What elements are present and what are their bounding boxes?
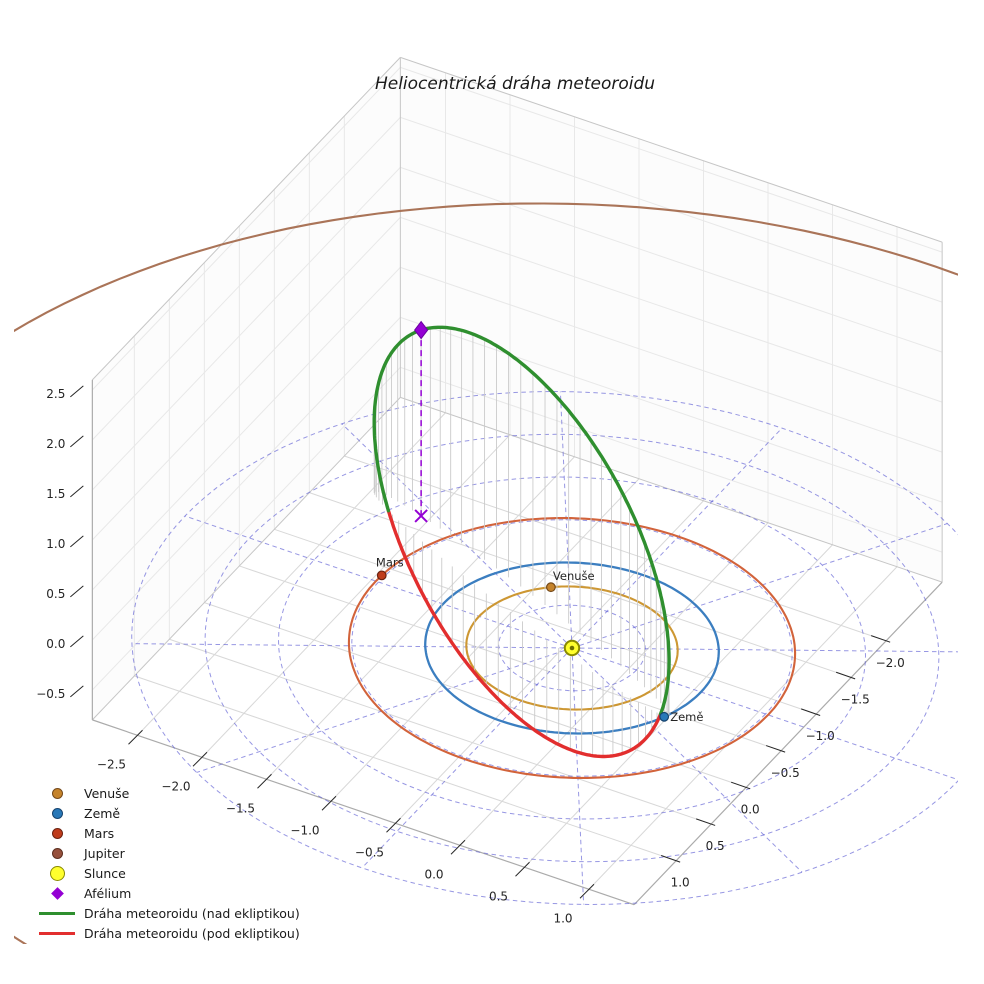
legend-marker-line xyxy=(38,911,76,915)
legend-item-5: Afélium xyxy=(38,883,300,903)
planet-dot-země xyxy=(659,711,670,722)
x-tick-label: 0.5 xyxy=(489,889,508,903)
legend-label: Slunce xyxy=(84,865,126,881)
pane-floor xyxy=(92,397,943,905)
legend-item-3: Jupiter xyxy=(38,843,300,863)
legend-item-1: Země xyxy=(38,803,300,823)
legend-item-6: Dráha meteoroidu (nad ekliptikou) xyxy=(38,903,300,923)
orbit-mars xyxy=(347,517,797,779)
z-tick-label: −0.5 xyxy=(36,687,65,701)
sun-marker xyxy=(563,639,581,657)
axis-tick-labels: −2.5 −2.0 −1.5 −1.0 −0.5 0.0 0.5 1.0 −2.0 −1.5 −1.… xyxy=(36,387,905,925)
x-tick-label: −1.0 xyxy=(290,823,319,837)
legend-marker-bigdot xyxy=(38,865,76,881)
orbit-země xyxy=(424,561,720,735)
x-tick-label: −2.5 xyxy=(97,757,126,771)
planet-label-venuše: Venuše xyxy=(553,569,595,583)
legend-marker-dot xyxy=(38,847,76,859)
legend-label: Mars xyxy=(84,825,115,841)
legend-label: Jupiter xyxy=(84,845,125,861)
legend: Venuše Země Mars Jupiter Slunce Afélium Dráha … xyxy=(38,783,300,943)
y-tick-label: 1.0 xyxy=(671,876,690,890)
polar-circle xyxy=(277,476,867,820)
stems-to-ecliptic xyxy=(373,327,670,757)
z-tick-label: 2.0 xyxy=(46,437,65,451)
aphelion-ground-x-marker xyxy=(414,509,428,523)
y-tick-label: −1.5 xyxy=(841,692,870,706)
axes-spines xyxy=(91,379,943,906)
z-tick-label: 0.0 xyxy=(46,637,65,651)
y-tick-label: 0.5 xyxy=(706,839,725,853)
z-tick-label: 0.5 xyxy=(46,587,65,601)
data-layer xyxy=(14,202,958,944)
legend-marker-dot xyxy=(38,827,76,839)
pane-right-wall xyxy=(400,57,943,583)
meteoroid-path-above-ecliptic xyxy=(372,325,671,716)
wall-gridlines xyxy=(91,66,943,691)
planet-dot-venuše xyxy=(546,582,556,593)
polar-circle xyxy=(204,433,940,863)
z-tick-label: 1.5 xyxy=(46,487,65,501)
planet-dot-mars xyxy=(376,570,387,581)
z-tick-label: 1.0 xyxy=(46,537,65,551)
x-tick-label: 1.0 xyxy=(553,911,572,925)
legend-label: Země xyxy=(84,805,121,821)
x-tick-label: −2.0 xyxy=(161,779,190,793)
x-tick-label: 0.0 xyxy=(424,867,443,881)
y-tick-label: −0.5 xyxy=(771,766,800,780)
planet-label-země: Země xyxy=(670,710,703,724)
orbit-venuše xyxy=(465,585,679,711)
legend-marker-dot xyxy=(38,807,76,819)
legend-label: Dráha meteoroidu (nad ekliptikou) xyxy=(84,905,300,921)
legend-label: Afélium xyxy=(84,885,132,901)
z-tick-label: 2.5 xyxy=(46,387,65,401)
meteoroid-path-below-ecliptic xyxy=(386,509,663,759)
legend-marker-line xyxy=(38,931,76,935)
legend-marker-diamond xyxy=(38,886,76,900)
axis-ticks xyxy=(70,385,891,899)
floor-gridlines xyxy=(134,412,898,890)
y-tick-label: −1.0 xyxy=(806,729,835,743)
legend-marker-dot xyxy=(38,787,76,799)
ecliptic-polar-grid xyxy=(131,390,958,906)
x-tick-label: −1.5 xyxy=(226,801,255,815)
legend-item-7: Dráha meteoroidu (pod ekliptikou) xyxy=(38,923,300,943)
y-tick-label: −2.0 xyxy=(876,656,905,670)
chart-title: Heliocentrická dráha meteoroidu xyxy=(374,74,656,94)
aphelion-diamond-marker xyxy=(413,320,429,340)
legend-item-2: Mars xyxy=(38,823,300,843)
legend-label: Venuše xyxy=(84,785,130,801)
y-tick-label: 0.0 xyxy=(741,802,760,816)
legend-item-4: Slunce xyxy=(38,863,300,883)
legend-label: Dráha meteoroidu (pod ekliptikou) xyxy=(84,925,300,941)
x-tick-label: −0.5 xyxy=(355,845,384,859)
legend-item-0: Venuše xyxy=(38,783,300,803)
planet-label-mars: Mars xyxy=(376,555,404,569)
